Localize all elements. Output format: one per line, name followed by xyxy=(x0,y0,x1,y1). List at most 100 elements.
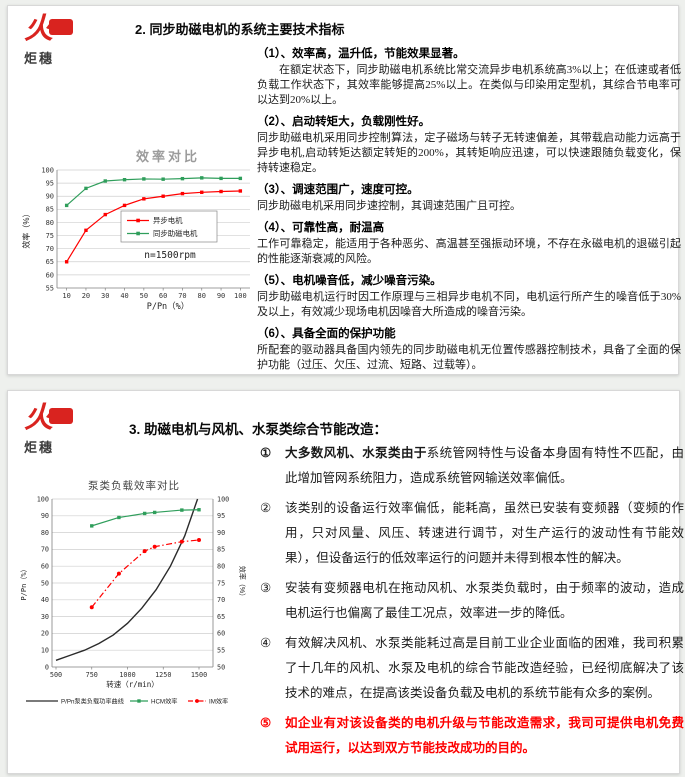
svg-text:泵类负载效率对比: 泵类负载效率对比 xyxy=(88,479,180,492)
svg-text:95: 95 xyxy=(217,512,225,520)
svg-text:55: 55 xyxy=(217,647,225,655)
svg-text:n=1500rpm: n=1500rpm xyxy=(144,250,196,261)
item-number-badge: ⑤ xyxy=(260,716,272,730)
brand-name: 炬穗 xyxy=(24,440,55,455)
svg-text:70: 70 xyxy=(217,596,225,604)
tech-indicator-body: 工作可靠稳定，能适用于各种恶劣、高温甚至强振动环境，不存在永磁电机的退磁引起的性… xyxy=(257,238,681,265)
svg-text:100: 100 xyxy=(217,495,229,503)
svg-text:0: 0 xyxy=(45,663,49,671)
tech-indicator-item: （1）、效率高，温升低，节能效果显著。 在额定状态下，同步助磁电机系统比常交流异… xyxy=(257,45,681,108)
efficiency-comparison-chart: 效率对比 55 60 65 70 75 80 85 90 95 100 10 20 30 40 50 60 70 8… xyxy=(20,148,257,320)
svg-text:60: 60 xyxy=(41,563,49,571)
svg-text:P/Pn（%）: P/Pn（%） xyxy=(20,565,28,600)
red-flag-shape xyxy=(49,408,73,424)
retrofit-point: ① 大多数风机、水泵类由于系统管网特性与设备本身固有特性不匹配，由此增加管网系统阻… xyxy=(260,441,684,491)
retrofit-point-text: 如企业有对该设备类的电机升级与节能改造需求，我司可提供电机免费试用运行，以达到双… xyxy=(285,716,684,755)
svg-text:HCM效率: HCM效率 xyxy=(151,697,177,705)
tech-indicator-item: （4）、可靠性高，耐温高 工作可靠稳定，能适用于各种恶劣、高温甚至强振动环境，不… xyxy=(257,219,681,267)
svg-text:90: 90 xyxy=(217,529,225,537)
flame-glyph: 火 xyxy=(24,400,54,434)
svg-text:IM效率: IM效率 xyxy=(209,697,228,705)
flame-glyph: 火 xyxy=(24,11,54,45)
tech-indicator-heading: （1）、效率高，温升低，节能效果显著。 xyxy=(257,48,465,60)
tech-indicator-body: 在额定状态下，同步助磁电机系统比常交流异步电机系统高3%以上；在低速或者低负载工… xyxy=(257,64,681,106)
svg-text:50: 50 xyxy=(140,292,148,300)
retrofit-point-text: 有效解决风机、水泵类能耗过高是目前工业企业面临的困难，我司积累了十几年的风机、水… xyxy=(285,636,684,700)
pump-chart-canvas: 泵类负载效率对比 0 50 10 55 20 60 30 65 40 70 50 75 60 80 70 85 8… xyxy=(20,479,247,705)
tech-indicator-item: （3）、调速范围广，速度可控。 同步助磁电机采用同步速控制，其调速范围广且可控。 xyxy=(257,181,681,214)
svg-text:50: 50 xyxy=(217,663,225,671)
slide-energy-retrofit: 火 炬穗 3. 助磁电机与风机、水泵类综合节能改造： 泵类负载效率对比 0 50 10… xyxy=(7,390,684,774)
svg-text:异步电机: 异步电机 xyxy=(153,216,183,225)
tech-indicator-item: （6）、具备全面的保护功能 所配套的驱动器具备国内领先的同步助磁电机无位置传感器… xyxy=(257,325,681,373)
svg-text:20: 20 xyxy=(82,292,90,300)
svg-text:同步助磁电机: 同步助磁电机 xyxy=(153,229,198,238)
svg-text:60: 60 xyxy=(46,271,54,279)
company-logo: 火 炬穗 xyxy=(24,11,96,67)
svg-text:80: 80 xyxy=(217,563,225,571)
retrofit-point-text: 该类别的设备运行效率偏低，能耗高，虽然已安装有变频器（变频的作用，只对风量、风压… xyxy=(285,501,684,565)
svg-text:90: 90 xyxy=(46,193,54,201)
section2-text: （1）、效率高，温升低，节能效果显著。 在额定状态下，同步助磁电机系统比常交流异… xyxy=(257,40,681,373)
svg-text:90: 90 xyxy=(217,292,225,300)
tech-indicator-body: 所配套的驱动器具备国内领先的同步助磁电机无位置传感器控制技术，具备了全面的保护功… xyxy=(257,344,681,371)
retrofit-point-text: 系统管网特性与设备本身固有特性不匹配，由此增加管网系统阻力，造成系统管网输送效率… xyxy=(285,446,684,485)
slide-tech-indicators: 火 炬穗 2. 同步助磁电机的系统主要技术指标 效率对比 55 60 65 70 75 80… xyxy=(7,5,681,375)
retrofit-point: ④ 有效解决风机、水泵类能耗过高是目前工业企业面临的困难，我司积累了十几年的风机、… xyxy=(260,631,684,706)
company-logo: 火 炬穗 xyxy=(24,400,96,456)
svg-text:1000: 1000 xyxy=(119,671,135,679)
svg-text:70: 70 xyxy=(46,245,54,253)
svg-text:500: 500 xyxy=(50,671,62,679)
section2-title: 2. 同步助磁电机的系统主要技术指标 xyxy=(135,22,345,37)
flame-logo-icon: 火 xyxy=(24,11,80,47)
pump-load-efficiency-chart: 泵类负载效率对比 0 50 10 55 20 60 30 65 40 70 50 75 60 80 70 85 8… xyxy=(18,477,247,707)
svg-text:40: 40 xyxy=(120,292,128,300)
svg-text:50: 50 xyxy=(41,579,49,587)
svg-text:100: 100 xyxy=(37,495,49,503)
retrofit-point: ③ 安装有变频器电机在拖动风机、水泵类负载时，由于频率的波动，造成电机运行也偏离了… xyxy=(260,576,684,626)
svg-text:65: 65 xyxy=(217,613,225,621)
red-flag-shape xyxy=(49,19,73,35)
tech-indicator-body: 同步助磁电机采用同步控制算法，定子磁场与转子无转速偏差，其带载启动能力远高于异步… xyxy=(257,132,681,174)
svg-text:20: 20 xyxy=(41,630,49,638)
tech-indicator-body: 同步助磁电机运行时因工作原理与三相异步电机不同，电机运行所产生的噪音低于30%及… xyxy=(257,291,681,318)
section3-title: 3. 助磁电机与风机、水泵类综合节能改造： xyxy=(129,422,388,437)
svg-text:85: 85 xyxy=(46,206,54,214)
tech-indicator-heading: （6）、具备全面的保护功能 xyxy=(257,328,396,340)
svg-text:30: 30 xyxy=(41,613,49,621)
tech-indicator-item: （5）、电机噪音低，减少噪音污染。 同步助磁电机运行时因工作原理与三相异步电机不… xyxy=(257,272,681,320)
tech-indicator-item: （2）、启动转矩大，负载刚性好。 同步助磁电机采用同步控制算法，定子磁场与转子无… xyxy=(257,113,681,176)
svg-text:10: 10 xyxy=(41,647,49,655)
tech-indicator-body: 同步助磁电机采用同步速控制，其调速范围广且可控。 xyxy=(257,200,521,212)
tech-indicator-heading: （2）、启动转矩大，负载刚性好。 xyxy=(257,116,431,128)
svg-text:55: 55 xyxy=(46,284,54,292)
svg-text:P/Pn泵类负载功率曲线: P/Pn泵类负载功率曲线 xyxy=(61,697,124,705)
retrofit-point-highlight: ⑤ 如企业有对该设备类的电机升级与节能改造需求，我司可提供电机免费试用运行，以达到… xyxy=(260,711,684,761)
svg-text:P/Pn（%）: P/Pn（%） xyxy=(147,301,190,312)
item-number-badge: ④ xyxy=(260,636,272,650)
svg-text:100: 100 xyxy=(234,292,247,300)
svg-text:100: 100 xyxy=(41,166,54,174)
svg-text:60: 60 xyxy=(217,630,225,638)
svg-text:效率对比: 效率对比 xyxy=(136,149,200,164)
svg-text:70: 70 xyxy=(178,292,186,300)
svg-text:效率（%）: 效率（%） xyxy=(21,209,31,248)
svg-text:65: 65 xyxy=(46,258,54,266)
svg-text:60: 60 xyxy=(159,292,167,300)
svg-text:80: 80 xyxy=(198,292,206,300)
retrofit-point-lead: 大多数风机、水泵类由于 xyxy=(285,446,427,460)
retrofit-point-text: 安装有变频器电机在拖动风机、水泵类负载时，由于频率的波动，造成电机运行也偏离了最… xyxy=(285,581,684,620)
svg-text:85: 85 xyxy=(217,546,225,554)
svg-text:80: 80 xyxy=(41,529,49,537)
tech-indicator-heading: （4）、可靠性高，耐温高 xyxy=(257,222,385,234)
item-number-badge: ① xyxy=(260,446,272,460)
svg-text:1250: 1250 xyxy=(155,671,171,679)
svg-text:750: 750 xyxy=(86,671,98,679)
item-number-badge: ② xyxy=(260,501,272,515)
svg-text:30: 30 xyxy=(101,292,109,300)
item-number-badge: ③ xyxy=(260,581,272,595)
svg-text:75: 75 xyxy=(217,579,225,587)
tech-indicator-heading: （5）、电机噪音低，减少噪音污染。 xyxy=(257,275,442,287)
retrofit-point: ② 该类别的设备运行效率偏低，能耗高，虽然已安装有变频器（变频的作用，只对风量、风… xyxy=(260,496,684,571)
